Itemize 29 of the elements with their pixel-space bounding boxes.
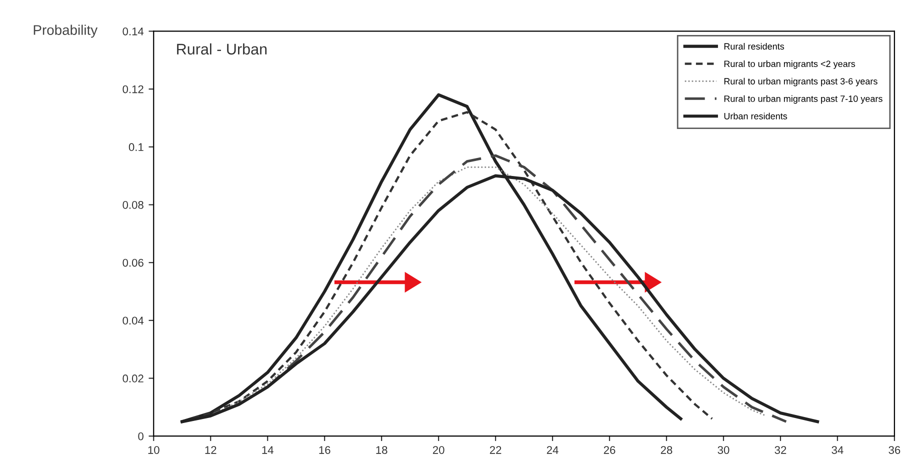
legend-label: Rural to urban migrants past 7-10 years	[724, 95, 882, 104]
x-tick-label: 20	[432, 446, 444, 454]
x-tick-label: 28	[660, 446, 672, 454]
legend-label: Rural residents	[724, 42, 784, 50]
y-tick-label: 0	[138, 432, 144, 440]
x-tick-label: 36	[888, 446, 900, 454]
y-axis-title: Probability	[34, 24, 98, 38]
legend-label: Rural to urban migrants <2 years	[724, 60, 856, 69]
y-tick-label: 0.12	[122, 85, 144, 94]
legend-label: Rural to urban migrants past 3-6 years	[724, 78, 878, 86]
y-tick-label: 0.14	[122, 27, 144, 36]
x-tick-label: 16	[319, 446, 330, 454]
x-tick-label: 34	[832, 446, 844, 454]
x-tick-label: 18	[376, 446, 388, 454]
y-tick-label: 0.02	[122, 374, 144, 382]
x-tick-label: 14	[262, 446, 274, 454]
x-tick-label: 24	[546, 446, 558, 454]
legend-label: Urban residents	[724, 112, 788, 120]
x-tick-label: 30	[718, 446, 730, 454]
x-tick-label: 22	[490, 446, 502, 454]
text: Rural - Urban	[177, 43, 267, 55]
y-tick-label: 0.08	[122, 201, 144, 209]
x-tick-label: 12	[205, 446, 216, 454]
x-tick-label: 10	[148, 446, 160, 454]
x-tick-label: 32	[774, 446, 786, 454]
x-tick-label: 26	[604, 446, 616, 454]
y-tick-label: 0.06	[122, 258, 144, 267]
y-tick-label: 0.1	[128, 143, 144, 152]
y-tick-label: 0.04	[122, 316, 144, 325]
